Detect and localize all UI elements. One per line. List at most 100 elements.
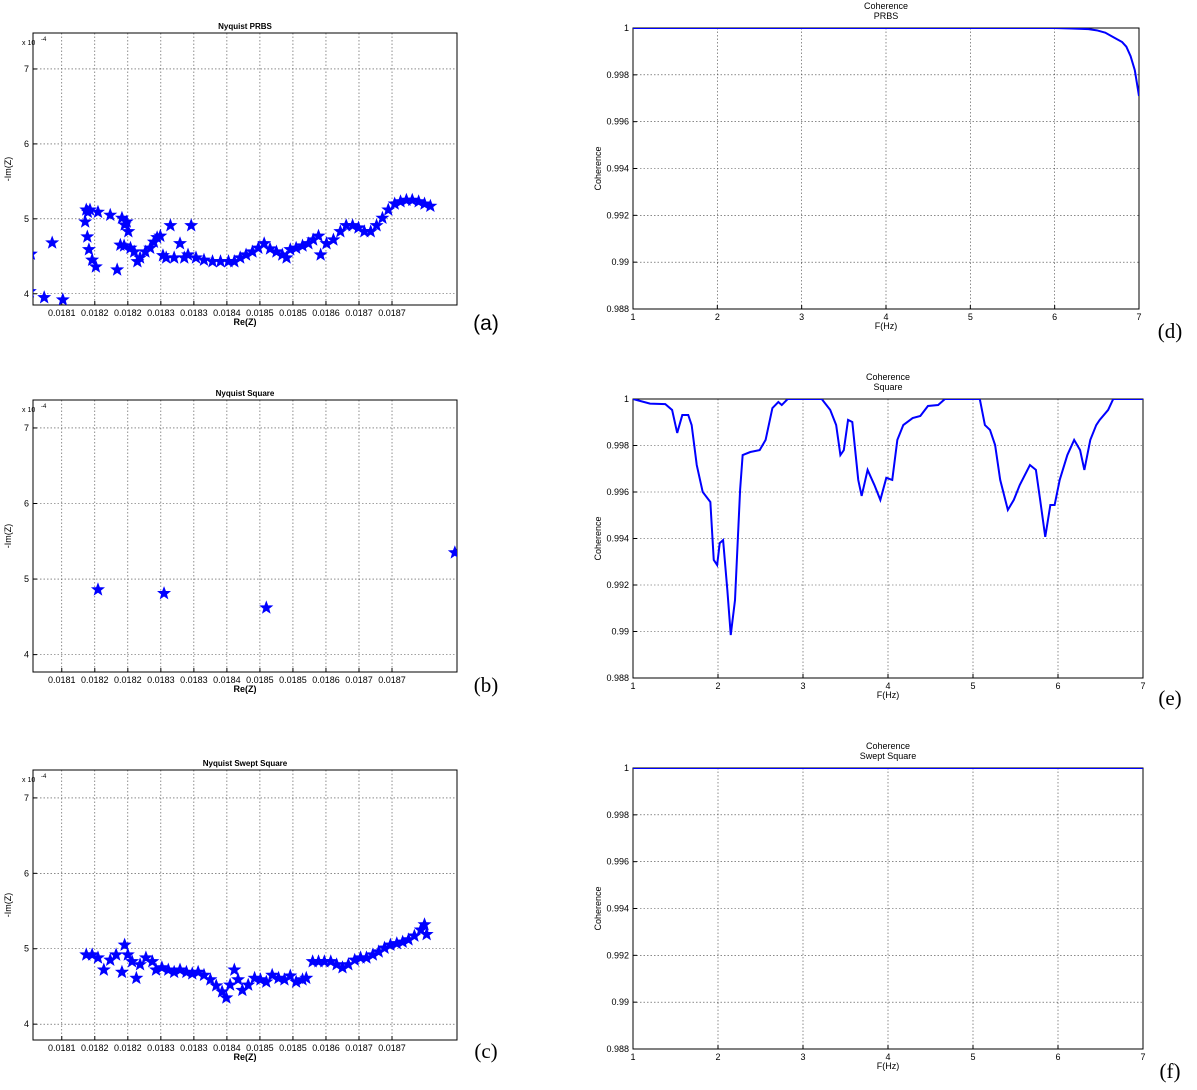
x-tick-label: 0.0183 [180,675,208,685]
star-marker [90,582,105,596]
star-marker [323,954,338,968]
chart-title: Nyquist Square [216,389,275,398]
x-tick-label: 0.0185 [279,308,307,318]
x-tick-label: 3 [800,1052,805,1062]
y-scale-label: x 10 [22,40,35,47]
plot-area [33,192,438,305]
star-marker [88,259,103,273]
coherence-line [633,399,1143,636]
x-tick-label: 7 [1140,681,1145,691]
y-axis-label: Coherence [593,516,603,560]
x-tick-label: 6 [1052,312,1057,322]
x-tick-label: 0.0181 [48,1043,76,1053]
y-tick-label: 0.992 [606,580,629,590]
chart-title: Coherence [866,741,910,751]
y-tick-label: 0.99 [611,627,629,637]
x-axis-label: F(Hz) [877,1061,900,1071]
star-marker [121,224,136,238]
x-tick-label: 0.0182 [81,675,109,685]
y-tick-label: 0.988 [606,304,629,314]
axes-frame [32,769,458,1041]
y-tick-label: 0.994 [606,164,629,174]
star-marker [363,224,378,238]
x-tick-label: 6 [1055,1052,1060,1062]
star-marker [283,968,298,982]
y-tick-label: 0.998 [606,810,629,820]
star-marker [417,196,432,210]
star-marker [78,214,93,228]
star-marker [259,974,274,988]
x-axis-label: F(Hz) [875,321,898,331]
x-tick-label: 0.0186 [312,1043,340,1053]
star-marker [227,962,242,976]
star-marker [55,292,70,305]
y-tick-label: 1 [624,763,629,773]
x-axis-label: F(Hz) [877,690,900,700]
star-marker [241,977,256,991]
star-marker [259,600,274,614]
y-tick-label: 6 [24,499,29,509]
x-tick-label: 0.0182 [114,1043,142,1053]
x-tick-label: 0.0185 [246,308,274,318]
star-marker [333,224,348,238]
x-tick-label: 0.0186 [312,308,340,318]
y-tick-label: 0.996 [606,487,629,497]
star-marker [188,250,203,264]
x-tick-label: 3 [800,681,805,691]
star-marker [417,917,432,931]
y-axis-label: Coherence [593,146,603,190]
y-tick-label: 0.99 [611,997,629,1007]
x-tick-label: 0.0184 [213,308,241,318]
star-marker [129,970,144,985]
x-tick-label: 7 [1136,312,1141,322]
x-tick-label: 0.0184 [213,1043,241,1053]
plot-area [633,28,1139,97]
chart-title: Nyquist PRBS [218,22,272,31]
y-axis-label: -Im(Z) [3,893,13,918]
axes-frame [32,399,458,673]
star-marker [138,950,153,964]
x-tick-label: 0.0185 [279,675,307,685]
chart-title: Nyquist Swept Square [203,759,288,768]
star-marker [109,947,124,961]
star-marker [313,247,328,261]
y-scale-exponent: -4 [41,774,47,780]
x-axis-label: Re(Z) [234,1052,257,1062]
star-marker [181,247,196,261]
x-tick-label: 0.0186 [312,675,340,685]
y-scale-exponent: -4 [41,404,47,410]
star-marker [33,251,38,261]
star-marker [120,947,135,961]
x-tick-label: 1 [630,1052,635,1062]
x-tick-label: 0.0182 [114,675,142,685]
coherence-line [633,28,1139,97]
star-marker [196,967,211,982]
x-tick-label: 1 [630,312,635,322]
star-marker [81,242,96,256]
panel-label: (d) [1158,319,1183,343]
star-marker [90,204,105,219]
chart-title: Coherence [864,1,908,11]
star-marker [110,262,125,276]
y-scale-label: x 10 [22,777,35,784]
star-marker [85,947,100,961]
plot-area [633,399,1143,636]
star-marker [351,220,366,234]
y-scale-exponent: -4 [41,37,47,43]
star-marker [423,198,438,213]
y-tick-label: 6 [24,868,29,878]
star-marker [257,236,272,250]
axes-frame [632,398,1144,679]
star-marker [154,960,169,974]
y-tick-label: 0.994 [606,534,629,544]
x-tick-label: 2 [715,312,720,322]
subplot: 1 2 3 4 5 6 7 0.988 0.99 0.992 0.994 0.996 0.998 1 Coh… [593,1,1182,343]
star-marker [265,967,280,982]
x-tick-label: 0.0183 [147,1043,175,1053]
star-marker [161,962,176,976]
y-axis-label: -Im(Z) [3,524,13,549]
y-tick-label: 7 [24,423,29,433]
subplot: 1 2 3 4 5 6 7 0.988 0.99 0.992 0.994 0.996 0.998 1 Coh… [593,372,1182,710]
star-marker [419,927,434,941]
star-marker [125,954,140,968]
